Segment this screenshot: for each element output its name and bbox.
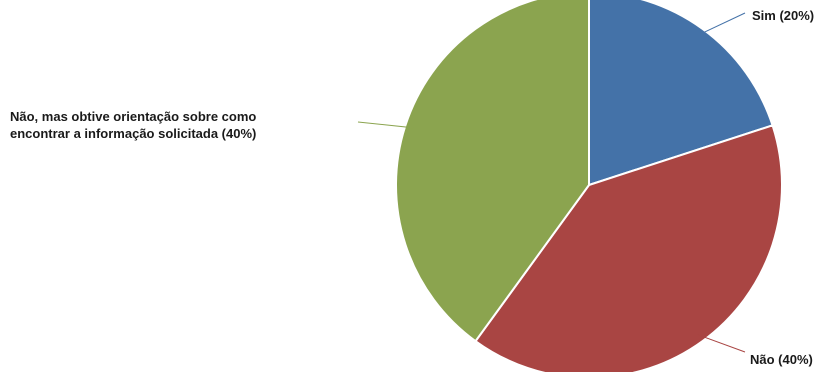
leader-line-slice-nao-orientacao (357, 121, 414, 129)
leader-lines-layer (357, 12, 746, 353)
labels-layer: Sim (20%) Não (40%) Não, mas obtive orie… (10, 8, 814, 367)
slice-nao-orientacao (395, 0, 590, 343)
slice-label-orientacao-line-1: Não, mas obtive orientação sobre como (10, 109, 256, 124)
slice-nao (474, 124, 783, 377)
slice-label-orientacao-line-2: encontrar a informação solicitada (40%) (10, 126, 256, 141)
slice-label-sim: Sim (20%) (752, 8, 814, 23)
slice-label-nao: Não (40%) (750, 352, 813, 367)
slice-sim (588, 0, 774, 187)
leader-line-slice-sim (697, 12, 746, 36)
slice-label-sim-text: Sim (20%) (752, 8, 814, 23)
slice-label-nao-text: Não (40%) (750, 352, 813, 367)
slice-label-orientacao: Não, mas obtive orientação sobre como en… (10, 109, 260, 141)
slices-layer (395, 0, 783, 377)
leader-line-slice-nao (697, 334, 746, 353)
